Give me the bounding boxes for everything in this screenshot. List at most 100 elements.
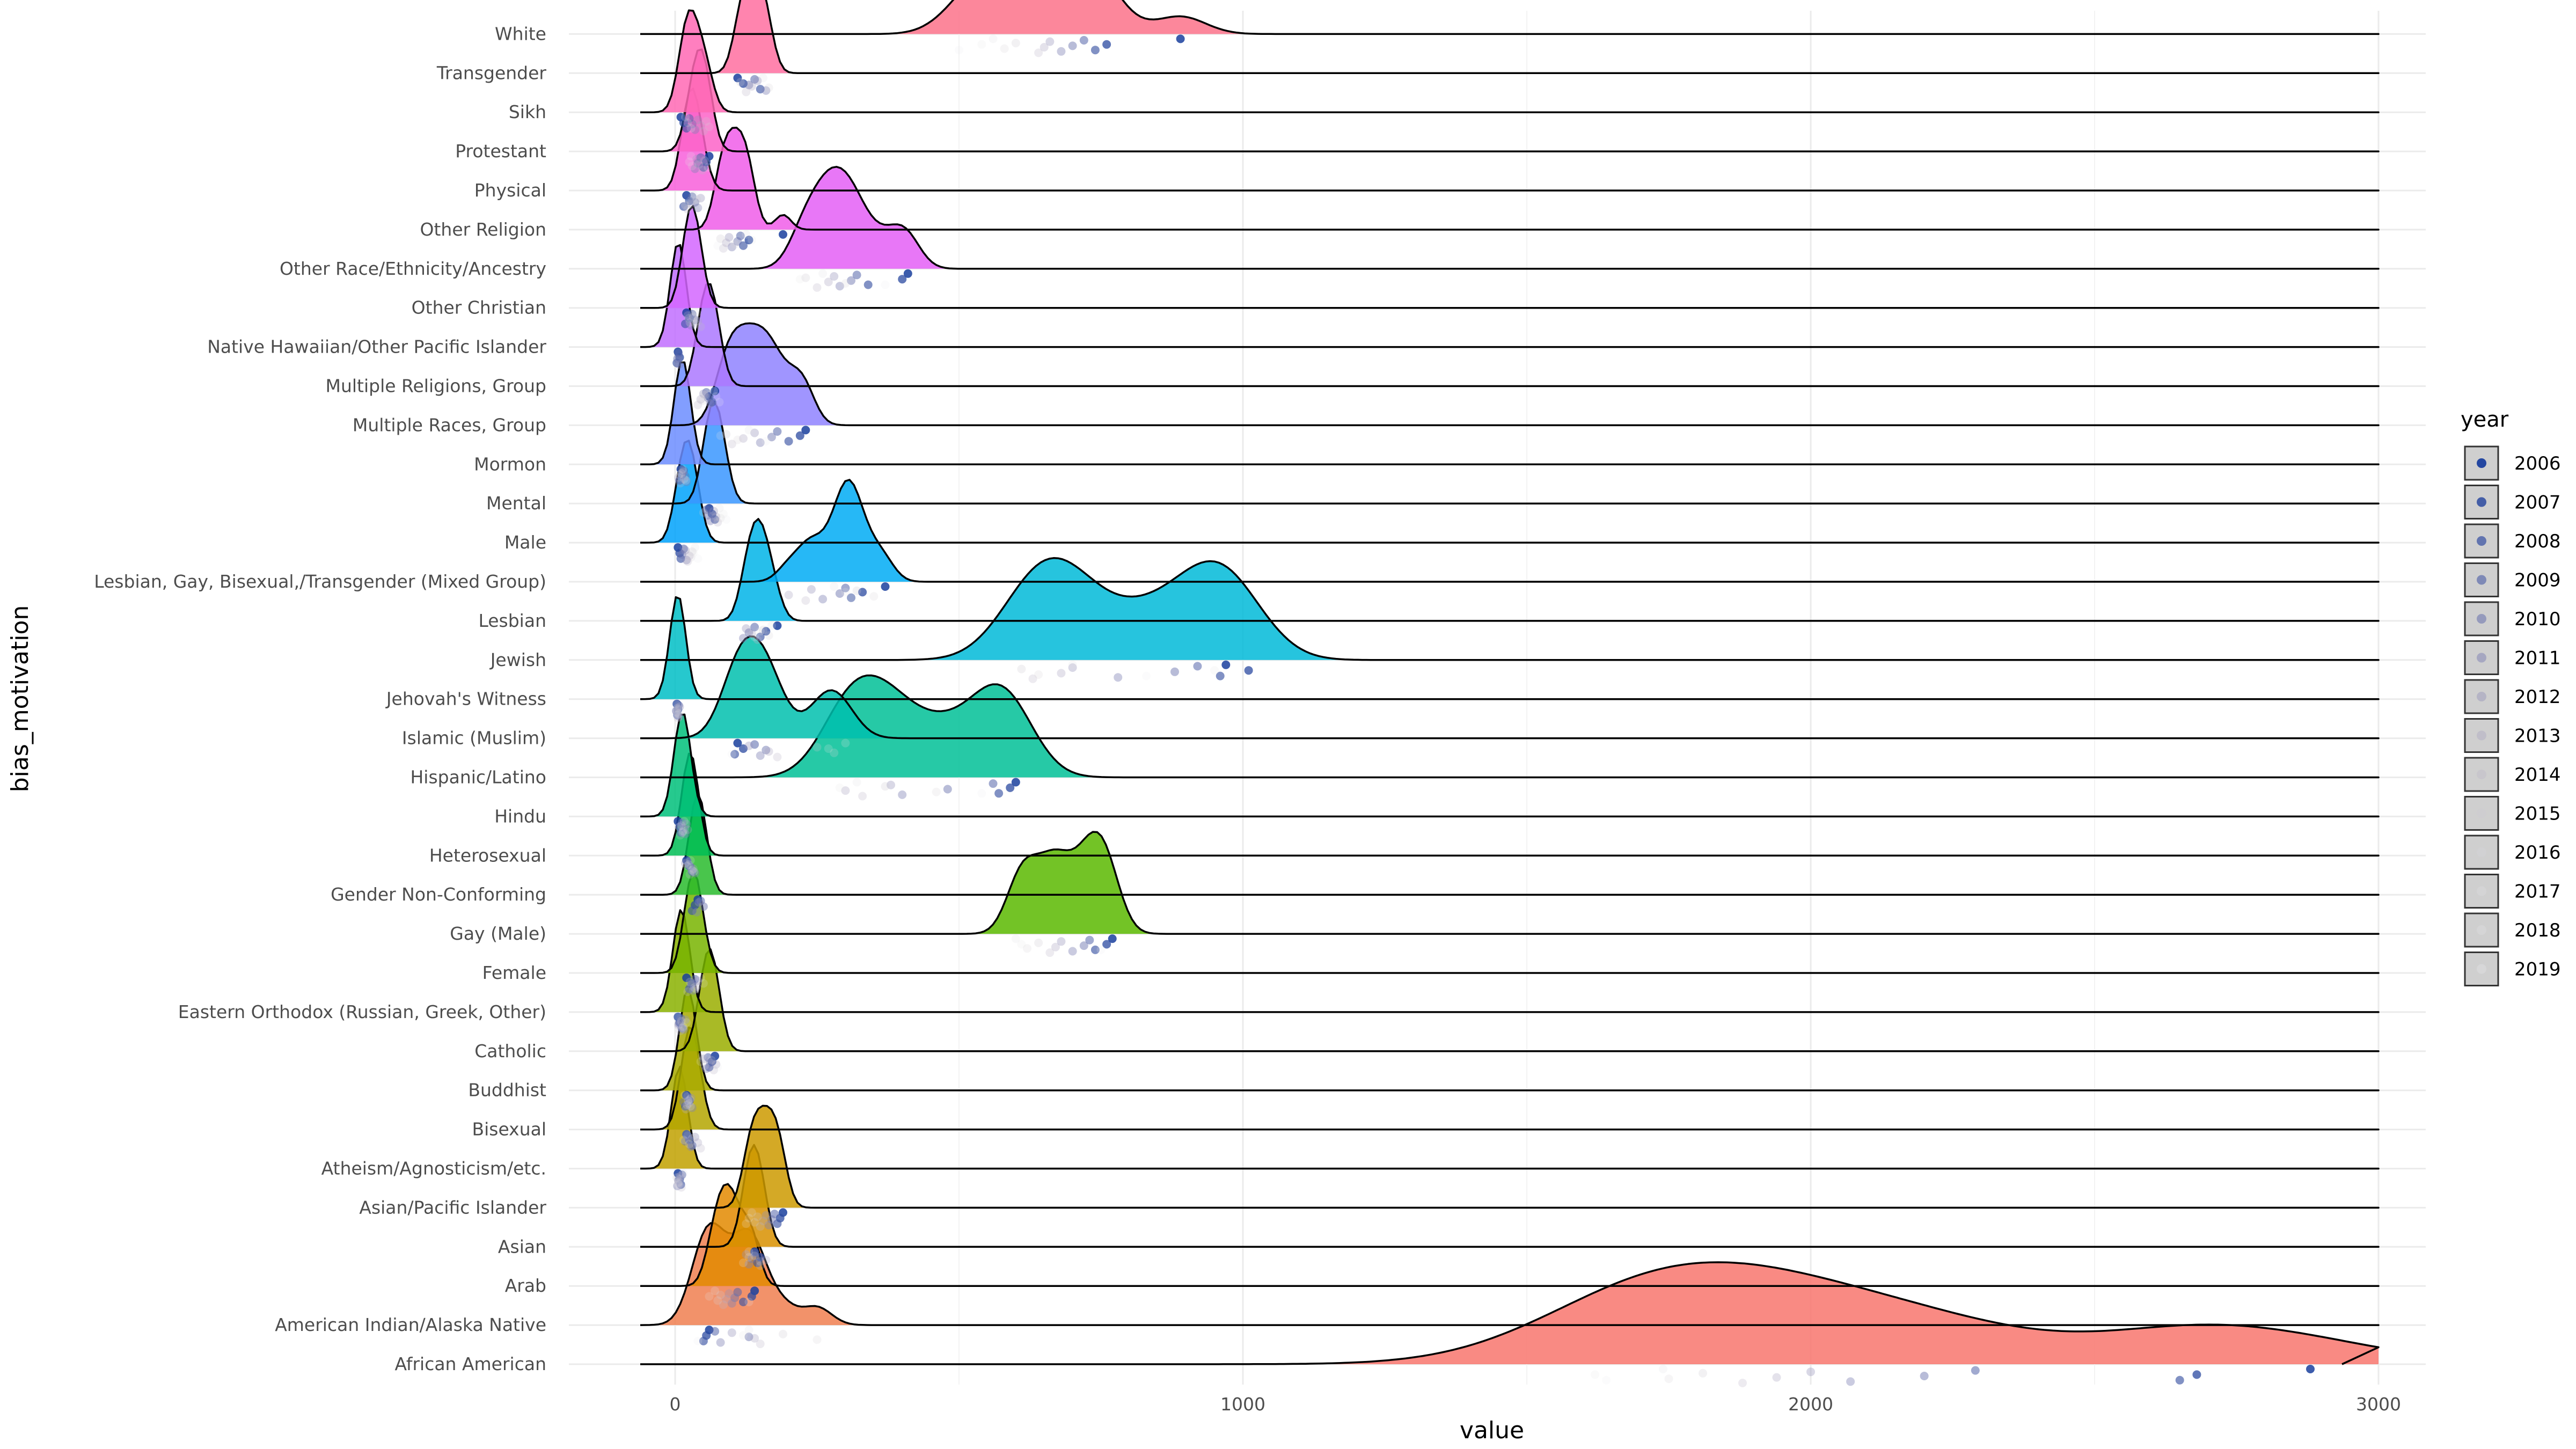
y-tick-labels: African American American Indian/Alaska N… xyxy=(94,23,546,1374)
legend-entry: 2017 xyxy=(2464,874,2561,909)
data-point xyxy=(707,398,716,407)
data-point xyxy=(677,821,686,830)
data-point xyxy=(747,82,756,91)
data-point xyxy=(699,202,708,211)
data-point xyxy=(696,121,705,130)
category-label: Lesbian, Gay, Bisexual,/Transgender (Mix… xyxy=(94,571,546,592)
data-point xyxy=(681,829,690,838)
ridge-outline xyxy=(640,713,2380,818)
data-point xyxy=(830,272,839,281)
data-point xyxy=(773,427,782,436)
ridge-asian-pacific-islander xyxy=(640,1104,2380,1231)
data-point xyxy=(696,194,705,203)
data-point xyxy=(689,548,698,558)
data-point xyxy=(733,237,742,246)
data-point xyxy=(744,236,753,245)
data-point xyxy=(750,75,759,84)
data-point xyxy=(1108,934,1117,943)
data-point xyxy=(712,512,721,521)
legend-entry: 2012 xyxy=(2464,679,2561,714)
data-point xyxy=(685,196,694,206)
data-point xyxy=(742,1250,751,1259)
data-point xyxy=(676,831,685,840)
ridge-fill xyxy=(641,988,2379,1091)
data-point xyxy=(795,275,804,284)
data-point xyxy=(672,699,681,708)
data-point xyxy=(818,269,828,278)
data-point xyxy=(869,592,879,601)
category-label: African American xyxy=(394,1353,546,1374)
data-point xyxy=(706,516,715,525)
data-point xyxy=(1028,674,1037,683)
ridge-mental xyxy=(640,400,2380,527)
data-point xyxy=(881,582,890,591)
data-point xyxy=(675,476,684,485)
ridge-multiple-races-group xyxy=(640,322,2380,449)
data-point xyxy=(683,857,692,866)
data-point xyxy=(672,706,681,715)
data-point xyxy=(711,1327,720,1336)
data-point xyxy=(756,632,765,641)
data-point xyxy=(686,553,696,562)
data-point xyxy=(679,544,688,553)
data-point xyxy=(679,824,688,833)
data-point xyxy=(716,234,725,243)
ridge-fill xyxy=(641,597,2379,699)
data-point xyxy=(707,1056,716,1065)
data-point xyxy=(683,205,692,214)
data-point xyxy=(693,976,702,985)
data-point xyxy=(712,392,721,401)
data-point xyxy=(699,979,708,988)
data-point xyxy=(687,162,697,171)
data-point xyxy=(678,826,687,836)
data-point xyxy=(674,1176,683,1185)
category-label: Arab xyxy=(505,1275,546,1296)
ridge-outline xyxy=(640,1065,2380,1170)
category-label: Bisexual xyxy=(472,1119,546,1140)
data-point xyxy=(692,308,701,317)
data-point xyxy=(994,789,1004,798)
ridge-outline xyxy=(640,1222,2380,1326)
data-point xyxy=(693,317,702,326)
data-point xyxy=(702,505,711,514)
data-point xyxy=(764,631,773,640)
data-point xyxy=(711,1286,720,1296)
data-point xyxy=(727,750,736,759)
data-point xyxy=(675,1174,684,1183)
data-point xyxy=(841,738,850,748)
data-point xyxy=(683,118,692,127)
legend-symbol xyxy=(2477,886,2486,896)
data-point xyxy=(858,792,867,801)
ridge-outline xyxy=(640,283,2380,387)
data-point xyxy=(675,470,684,479)
data-point xyxy=(674,1021,683,1030)
ridge-fill xyxy=(641,49,2379,152)
data-point xyxy=(673,1012,682,1021)
data-point xyxy=(1102,40,1111,49)
data-point xyxy=(674,713,683,722)
data-point xyxy=(693,1138,702,1147)
data-point xyxy=(682,124,691,133)
ridge-fill xyxy=(641,1027,2379,1130)
category-label: Jehovah's Witness xyxy=(385,689,546,709)
legend: year 2006 2007 2008 2009 2010 2011 2012 2013 201… xyxy=(2461,407,2561,986)
data-point xyxy=(739,79,748,88)
data-point xyxy=(682,1104,691,1114)
ridge-multiple-religions-group xyxy=(640,283,2380,409)
data-point xyxy=(739,434,748,443)
ridge-physical xyxy=(640,87,2380,214)
data-point xyxy=(744,1213,753,1223)
data-point xyxy=(801,273,810,282)
data-point xyxy=(744,426,753,435)
data-point xyxy=(693,1336,702,1345)
category-label: Other Race/Ethnicity/Ancestry xyxy=(280,258,546,279)
data-point xyxy=(739,1298,748,1306)
data-point xyxy=(744,1333,753,1342)
legend-entry: 2018 xyxy=(2464,912,2561,948)
data-point xyxy=(676,828,685,837)
ridge-outline xyxy=(640,831,2380,935)
category-label: Islamic (Muslim) xyxy=(402,728,546,749)
ridge-buddhist xyxy=(640,987,2380,1114)
data-point xyxy=(676,1014,685,1023)
data-point xyxy=(830,582,839,591)
